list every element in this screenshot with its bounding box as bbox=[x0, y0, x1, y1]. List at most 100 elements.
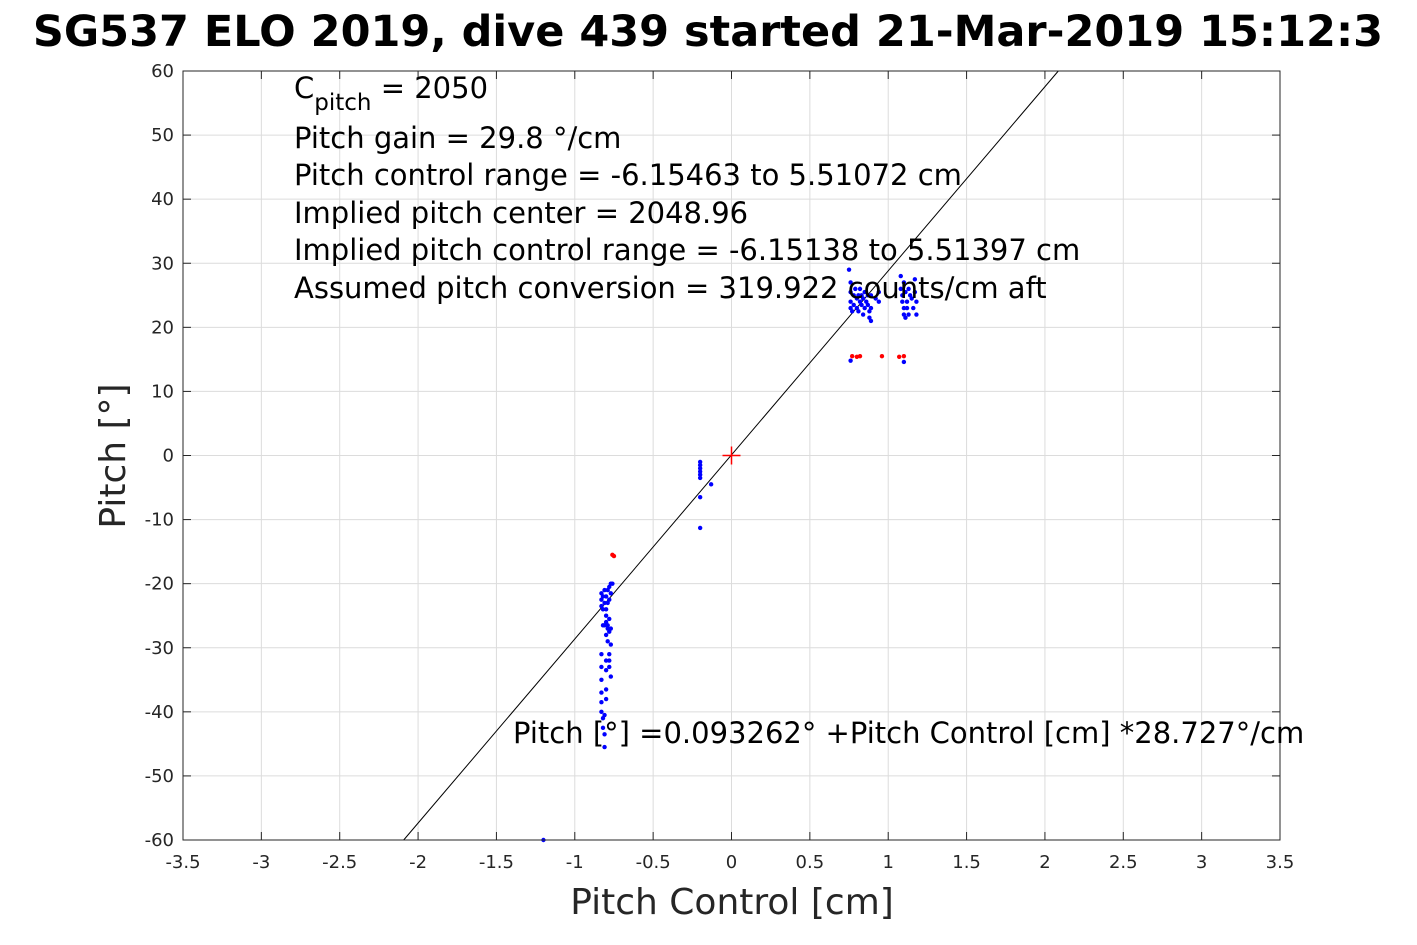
y-tick-label: 40 bbox=[151, 189, 174, 210]
y-tick-label: 30 bbox=[151, 253, 174, 274]
c-pitch-subscript: pitch bbox=[314, 90, 371, 116]
center-marker bbox=[722, 446, 741, 465]
data-point bbox=[873, 296, 878, 301]
data-point bbox=[599, 709, 604, 715]
data-point bbox=[901, 359, 907, 365]
x-tick-label: 0 bbox=[726, 852, 737, 873]
data-point bbox=[599, 700, 604, 705]
data-point bbox=[599, 690, 604, 695]
annotation-pitch-control-range: Pitch control range = -6.15463 to 5.5107… bbox=[294, 158, 962, 192]
data-point bbox=[605, 623, 610, 628]
y-axis-label: Pitch [°] bbox=[93, 383, 134, 528]
data-point bbox=[603, 613, 609, 618]
y-tick-label: -10 bbox=[145, 510, 174, 531]
y-tick-label: 20 bbox=[151, 317, 174, 338]
data-point bbox=[603, 607, 609, 612]
annotation-implied-range: Implied pitch control range = -6.15138 t… bbox=[294, 233, 1080, 267]
data-point bbox=[860, 296, 866, 301]
data-point bbox=[605, 639, 610, 644]
y-tick-label: -30 bbox=[145, 638, 174, 659]
annotation-pitch-gain: Pitch gain = 29.8 °/cm bbox=[294, 121, 621, 155]
x-tick-label: -2 bbox=[409, 852, 427, 873]
data-point bbox=[697, 462, 703, 468]
data-point bbox=[602, 744, 607, 750]
x-tick-label: -1.5 bbox=[479, 852, 514, 873]
data-point bbox=[849, 309, 855, 314]
data-point bbox=[904, 305, 910, 311]
data-point bbox=[848, 289, 853, 295]
data-point bbox=[900, 299, 905, 304]
data-point bbox=[610, 581, 615, 586]
data-point bbox=[846, 267, 852, 272]
data-point bbox=[600, 725, 606, 731]
x-tick-label: 1.5 bbox=[952, 852, 981, 873]
data-point bbox=[599, 677, 604, 682]
data-point-flagged bbox=[901, 353, 907, 359]
data-point bbox=[602, 712, 607, 718]
x-tick-label: -2.5 bbox=[322, 852, 357, 873]
x-tick-label: 1 bbox=[882, 852, 893, 873]
data-point bbox=[876, 289, 882, 295]
data-point bbox=[865, 293, 871, 298]
x-tick-label: 2.5 bbox=[1109, 852, 1138, 873]
data-point bbox=[697, 466, 703, 471]
c-pitch-symbol: C bbox=[294, 71, 314, 105]
data-point bbox=[862, 305, 867, 311]
data-point bbox=[603, 696, 609, 702]
data-point bbox=[607, 616, 612, 622]
x-tick-label: -3.5 bbox=[165, 852, 200, 873]
data-point bbox=[599, 651, 604, 657]
x-tick-label: -1 bbox=[566, 852, 584, 873]
data-point bbox=[607, 597, 612, 602]
data-point bbox=[697, 472, 703, 477]
data-point bbox=[856, 293, 861, 298]
data-point bbox=[865, 302, 871, 308]
y-tick-label: -60 bbox=[145, 830, 174, 851]
data-point bbox=[898, 273, 903, 279]
data-point bbox=[911, 305, 916, 311]
data-point bbox=[697, 525, 703, 531]
data-point bbox=[600, 623, 606, 628]
data-point bbox=[857, 286, 863, 292]
data-point bbox=[608, 626, 614, 631]
data-point bbox=[848, 299, 853, 304]
x-tick-label: 3 bbox=[1196, 852, 1207, 873]
data-point bbox=[602, 732, 607, 737]
data-point bbox=[603, 667, 609, 673]
data-point-flagged bbox=[879, 353, 885, 359]
data-point bbox=[903, 289, 908, 295]
data-point bbox=[856, 309, 861, 314]
data-point bbox=[697, 459, 703, 465]
c-pitch-value: = 2050 bbox=[371, 71, 488, 105]
y-tick-label: 10 bbox=[151, 381, 174, 402]
data-point bbox=[876, 299, 882, 304]
data-point bbox=[607, 658, 612, 663]
data-point bbox=[901, 305, 907, 311]
x-tick-label: 0.5 bbox=[796, 852, 825, 873]
y-tick-label: 50 bbox=[151, 125, 174, 146]
data-point bbox=[607, 664, 612, 670]
data-point bbox=[898, 286, 903, 292]
annotation-pitch-conversion: Assumed pitch conversion = 319.922 count… bbox=[294, 271, 1047, 305]
data-point bbox=[603, 594, 609, 599]
data-point bbox=[914, 312, 919, 317]
data-point-flagged bbox=[849, 353, 855, 359]
x-tick-label: 3.5 bbox=[1266, 852, 1295, 873]
x-tick-label: -3 bbox=[252, 852, 270, 873]
data-point bbox=[909, 296, 914, 301]
data-point bbox=[602, 587, 607, 593]
data-point bbox=[860, 312, 866, 317]
data-point bbox=[608, 591, 614, 596]
data-point bbox=[914, 299, 919, 304]
annotation-block: Cpitch = 2050 Pitch gain = 29.8 °/cm Pit… bbox=[294, 71, 1080, 305]
data-point bbox=[602, 600, 607, 606]
data-point bbox=[603, 658, 609, 663]
annotation-c-pitch: Cpitch = 2050 bbox=[294, 71, 488, 116]
y-tick-label: -50 bbox=[145, 766, 174, 787]
data-point bbox=[851, 293, 856, 298]
y-tick-label: -20 bbox=[145, 574, 174, 595]
data-point bbox=[853, 286, 858, 292]
data-point bbox=[697, 494, 703, 500]
data-point bbox=[603, 632, 609, 638]
